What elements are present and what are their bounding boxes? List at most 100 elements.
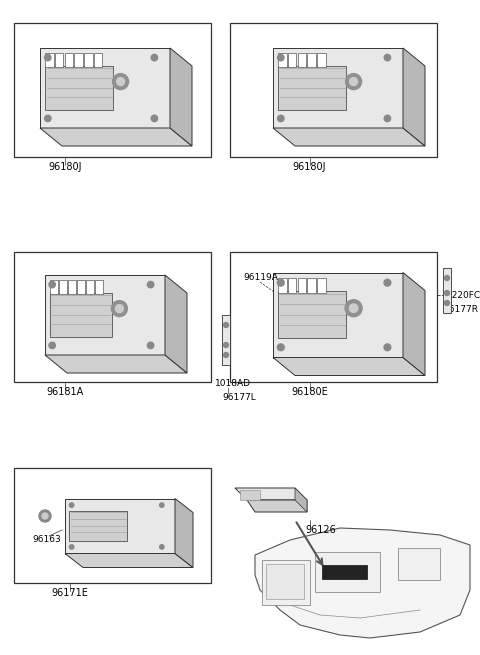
Polygon shape bbox=[403, 272, 425, 375]
Bar bbox=[59, 280, 67, 294]
Bar bbox=[222, 315, 230, 365]
Bar bbox=[45, 66, 113, 109]
Bar bbox=[443, 268, 451, 313]
Bar bbox=[262, 560, 310, 605]
Circle shape bbox=[147, 342, 154, 348]
Circle shape bbox=[277, 54, 284, 61]
Circle shape bbox=[224, 322, 228, 328]
Circle shape bbox=[111, 301, 127, 316]
Circle shape bbox=[151, 115, 157, 122]
Text: 96119A: 96119A bbox=[243, 274, 278, 282]
Circle shape bbox=[39, 510, 51, 522]
Circle shape bbox=[349, 304, 358, 312]
Bar bbox=[298, 53, 306, 67]
Bar bbox=[86, 280, 94, 294]
Bar bbox=[278, 291, 346, 338]
Bar bbox=[278, 278, 287, 293]
Polygon shape bbox=[273, 128, 425, 146]
Bar bbox=[50, 280, 58, 294]
Bar bbox=[95, 280, 103, 294]
Bar bbox=[40, 48, 170, 128]
Circle shape bbox=[49, 282, 55, 288]
Bar bbox=[240, 490, 260, 500]
Text: 96126: 96126 bbox=[305, 525, 336, 535]
Circle shape bbox=[384, 115, 391, 122]
Circle shape bbox=[349, 77, 358, 86]
Bar bbox=[45, 275, 165, 355]
Polygon shape bbox=[235, 488, 307, 500]
Bar bbox=[45, 53, 54, 67]
Bar bbox=[230, 23, 437, 157]
Bar bbox=[288, 53, 296, 67]
Circle shape bbox=[277, 279, 284, 286]
Bar bbox=[298, 278, 306, 293]
Bar bbox=[94, 53, 102, 67]
Polygon shape bbox=[175, 498, 193, 567]
Bar bbox=[278, 53, 287, 67]
Bar bbox=[70, 511, 127, 541]
Bar bbox=[322, 565, 367, 579]
Circle shape bbox=[159, 545, 164, 549]
Circle shape bbox=[151, 54, 157, 61]
Polygon shape bbox=[65, 553, 193, 567]
Polygon shape bbox=[273, 358, 425, 375]
Bar bbox=[50, 293, 112, 337]
Bar bbox=[14, 252, 211, 382]
Bar bbox=[74, 53, 83, 67]
Circle shape bbox=[384, 279, 391, 286]
Text: 96177R: 96177R bbox=[443, 305, 478, 314]
Circle shape bbox=[42, 513, 48, 519]
Polygon shape bbox=[255, 528, 470, 638]
Polygon shape bbox=[403, 48, 425, 146]
Circle shape bbox=[444, 301, 449, 305]
Bar bbox=[230, 252, 437, 382]
Circle shape bbox=[277, 344, 284, 350]
Bar bbox=[55, 53, 63, 67]
Text: 1220FC: 1220FC bbox=[447, 291, 480, 299]
Polygon shape bbox=[170, 48, 192, 146]
Circle shape bbox=[444, 276, 449, 280]
Circle shape bbox=[117, 77, 125, 86]
Circle shape bbox=[45, 115, 51, 122]
Circle shape bbox=[224, 343, 228, 348]
Text: 1018AD: 1018AD bbox=[215, 379, 251, 388]
Bar bbox=[315, 552, 380, 592]
Circle shape bbox=[444, 291, 449, 295]
Bar bbox=[14, 468, 211, 583]
Circle shape bbox=[384, 54, 391, 61]
Circle shape bbox=[346, 73, 361, 90]
Bar bbox=[68, 280, 75, 294]
Bar bbox=[398, 548, 440, 580]
Bar bbox=[65, 53, 73, 67]
Bar bbox=[84, 53, 93, 67]
Circle shape bbox=[45, 54, 51, 61]
Circle shape bbox=[70, 545, 74, 549]
Bar bbox=[288, 278, 296, 293]
Bar bbox=[77, 280, 84, 294]
Bar bbox=[308, 53, 316, 67]
Bar bbox=[278, 66, 346, 109]
Bar bbox=[317, 53, 325, 67]
Polygon shape bbox=[247, 500, 307, 512]
Polygon shape bbox=[40, 128, 192, 146]
Circle shape bbox=[277, 115, 284, 122]
Bar bbox=[317, 278, 325, 293]
Text: 96180J: 96180J bbox=[293, 162, 326, 172]
Circle shape bbox=[147, 282, 154, 288]
Circle shape bbox=[115, 305, 123, 312]
Circle shape bbox=[49, 342, 55, 348]
Circle shape bbox=[159, 503, 164, 508]
Polygon shape bbox=[295, 488, 307, 512]
Text: 96163: 96163 bbox=[32, 536, 61, 544]
Bar bbox=[308, 278, 316, 293]
Bar bbox=[14, 23, 211, 157]
Text: 96180E: 96180E bbox=[291, 387, 328, 397]
Circle shape bbox=[384, 344, 391, 350]
Circle shape bbox=[345, 300, 362, 317]
Polygon shape bbox=[45, 355, 187, 373]
Bar bbox=[273, 272, 403, 358]
Text: 96171E: 96171E bbox=[51, 588, 88, 598]
Circle shape bbox=[113, 73, 129, 90]
Bar bbox=[266, 564, 304, 599]
Circle shape bbox=[224, 352, 228, 358]
